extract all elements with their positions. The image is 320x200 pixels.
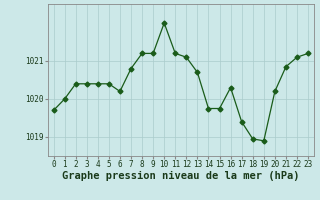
- X-axis label: Graphe pression niveau de la mer (hPa): Graphe pression niveau de la mer (hPa): [62, 171, 300, 181]
